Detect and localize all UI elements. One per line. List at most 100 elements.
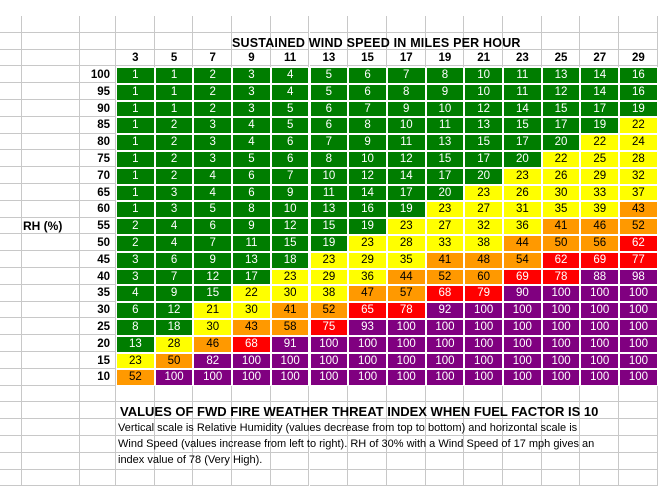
index-cell: 100 <box>541 369 581 387</box>
index-cell: 100 <box>386 319 426 336</box>
index-cell: 1 <box>116 167 155 185</box>
index-cell: 30 <box>270 285 310 303</box>
grid-cell <box>348 49 387 67</box>
index-cell: 100 <box>232 352 271 370</box>
grid-cell <box>0 284 22 302</box>
grid-cell <box>22 352 80 369</box>
index-cell: 3 <box>116 268 155 286</box>
grid-cell <box>541 16 581 33</box>
index-cell: 17 <box>464 151 503 168</box>
index-cell: 15 <box>309 218 349 235</box>
index-cell: 6 <box>309 117 349 135</box>
grid-cell <box>22 49 80 67</box>
grid-cell <box>0 419 22 436</box>
wind-speed-header: 15 <box>361 52 374 64</box>
index-cell: 4 <box>154 235 194 252</box>
grid-cell <box>309 469 349 487</box>
grid-cell <box>503 16 542 33</box>
index-cell: 36 <box>503 218 542 235</box>
index-cell: 100 <box>503 335 542 353</box>
index-cell: 2 <box>193 100 233 118</box>
grid-cell <box>386 402 426 420</box>
grid-cell <box>0 16 22 33</box>
grid-cell <box>580 402 620 420</box>
grid-cell <box>80 184 116 201</box>
grid-cell <box>270 452 310 470</box>
grid-cell <box>503 436 542 453</box>
grid-cell <box>80 402 116 420</box>
index-cell: 10 <box>464 83 503 101</box>
grid-cell <box>232 402 271 420</box>
index-cell: 15 <box>503 117 542 135</box>
grid-cell <box>193 469 233 487</box>
rh-row-label: 25 <box>97 321 110 333</box>
index-cell: 20 <box>425 184 465 202</box>
index-cell: 2 <box>193 83 233 101</box>
grid-cell <box>116 452 155 470</box>
rh-row-label: 90 <box>97 102 110 115</box>
grid-cell <box>22 16 80 33</box>
index-cell: 20 <box>541 134 581 151</box>
index-cell: 100 <box>154 369 194 387</box>
index-cell: 20 <box>464 167 503 185</box>
grid-cell <box>22 200 80 218</box>
index-cell: 9 <box>348 134 387 151</box>
note-line-2: Wind Speed (values increase from left to… <box>118 438 595 450</box>
grid-cell <box>0 167 22 184</box>
grid-cell <box>464 32 503 50</box>
grid-cell <box>80 335 116 352</box>
index-cell: 47 <box>348 285 387 303</box>
index-cell: 41 <box>425 251 465 269</box>
index-cell: 10 <box>425 100 465 118</box>
grid-cell <box>503 32 542 50</box>
grid-cell <box>580 436 620 453</box>
index-cell: 44 <box>386 268 426 286</box>
index-cell: 32 <box>464 218 503 235</box>
index-cell: 8 <box>309 151 349 168</box>
index-cell: 48 <box>464 251 503 269</box>
rh-row-label: 15 <box>97 354 110 367</box>
grid-cell <box>232 16 271 33</box>
index-cell: 30 <box>541 184 581 202</box>
grid-cell <box>232 452 271 470</box>
grid-cell <box>386 385 426 403</box>
grid-cell <box>425 32 465 50</box>
index-cell: 100 <box>270 369 310 387</box>
grid-cell <box>154 402 194 420</box>
index-cell: 56 <box>580 235 620 252</box>
grid-cell <box>22 83 80 100</box>
grid-cell <box>80 469 116 487</box>
index-cell: 8 <box>386 83 426 101</box>
index-cell: 43 <box>619 201 658 219</box>
grid-cell <box>80 352 116 369</box>
grid-cell <box>309 402 349 420</box>
index-cell: 68 <box>232 335 271 353</box>
index-cell: 6 <box>193 218 233 235</box>
index-cell: 22 <box>580 134 620 151</box>
index-cell: 6 <box>309 100 349 118</box>
index-cell: 5 <box>193 201 233 219</box>
index-cell: 2 <box>116 218 155 235</box>
grid-cell <box>22 100 80 117</box>
index-cell: 18 <box>154 319 194 336</box>
grid-cell <box>22 150 80 168</box>
index-cell: 100 <box>348 335 387 353</box>
index-cell: 9 <box>386 100 426 118</box>
index-cell: 100 <box>619 369 658 387</box>
index-cell: 15 <box>270 235 310 252</box>
grid-cell <box>619 32 658 50</box>
grid-cell <box>22 436 80 453</box>
grid-cell <box>22 32 80 50</box>
index-cell: 7 <box>193 235 233 252</box>
index-cell: 92 <box>425 302 465 319</box>
index-cell: 23 <box>309 251 349 269</box>
grid-cell <box>348 452 387 470</box>
grid-cell <box>0 234 22 252</box>
grid-cell <box>348 436 387 453</box>
index-cell: 50 <box>541 235 581 252</box>
index-cell: 100 <box>309 335 349 353</box>
grid-cell <box>425 436 465 453</box>
grid-cell <box>425 402 465 420</box>
grid-cell <box>425 385 465 403</box>
index-cell: 54 <box>503 251 542 269</box>
